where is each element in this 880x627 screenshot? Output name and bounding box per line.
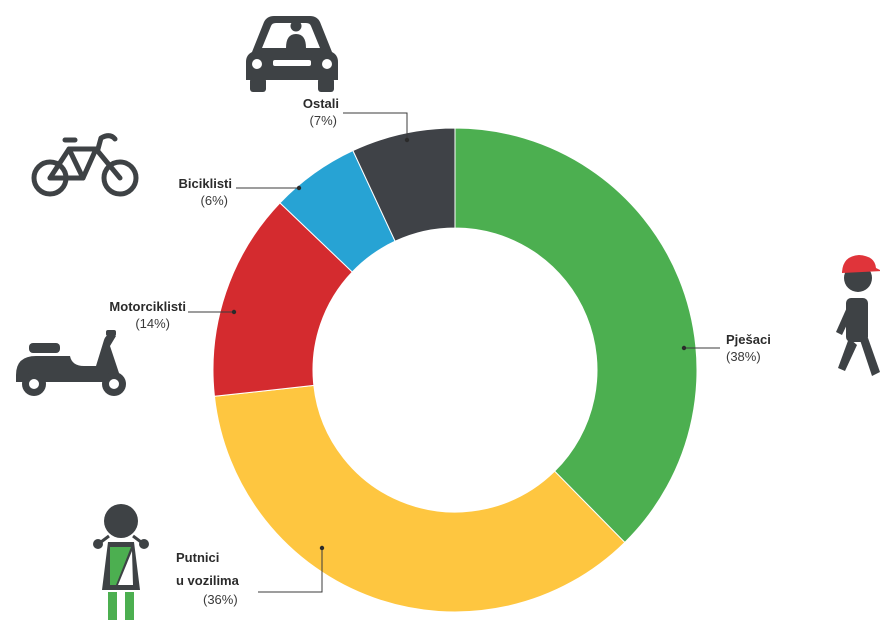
- donut-slices: [212, 127, 698, 613]
- leader-dot-ostali: [404, 137, 410, 143]
- leader-dot-putnici: [319, 545, 325, 551]
- donut-slice-putnici-u-vozilima: [213, 384, 626, 613]
- bicycle-icon: [31, 133, 139, 197]
- pedestrian-icon: [836, 255, 880, 376]
- scooter-icon: [16, 330, 126, 396]
- donut-slice-ostali: [352, 127, 456, 242]
- leader-dot-biciklisti: [296, 185, 302, 191]
- slice-labels: Ostali (7%) Biciklisti (6%) Motorciklist…: [109, 96, 770, 607]
- child-passenger-icon: [93, 504, 149, 620]
- leader-line-putnici: [258, 548, 323, 593]
- label-pjesaci-name: Pješaci: [726, 332, 771, 347]
- label-putnici-pct: (36%): [203, 592, 238, 607]
- label-pjesaci-pct: (38%): [726, 349, 761, 364]
- label-putnici-name-line2: u vozilima: [176, 573, 240, 588]
- leader-line-ostali: [343, 112, 408, 140]
- label-motorciklisti-pct: (14%): [135, 316, 170, 331]
- leader-lines: [188, 112, 720, 593]
- label-biciklisti-name: Biciklisti: [179, 176, 232, 191]
- label-biciklisti-pct: (6%): [201, 193, 228, 208]
- label-ostali-name: Ostali: [303, 96, 339, 111]
- label-ostali-pct: (7%): [310, 113, 337, 128]
- label-putnici-name-line1: Putnici: [176, 550, 219, 565]
- leader-dot-pjesaci: [681, 345, 687, 351]
- label-motorciklisti-name: Motorciklisti: [109, 299, 186, 314]
- leader-dot-motorciklisti: [231, 309, 237, 315]
- donut-slice-pjesaci: [454, 127, 698, 544]
- car-icon: [246, 16, 338, 92]
